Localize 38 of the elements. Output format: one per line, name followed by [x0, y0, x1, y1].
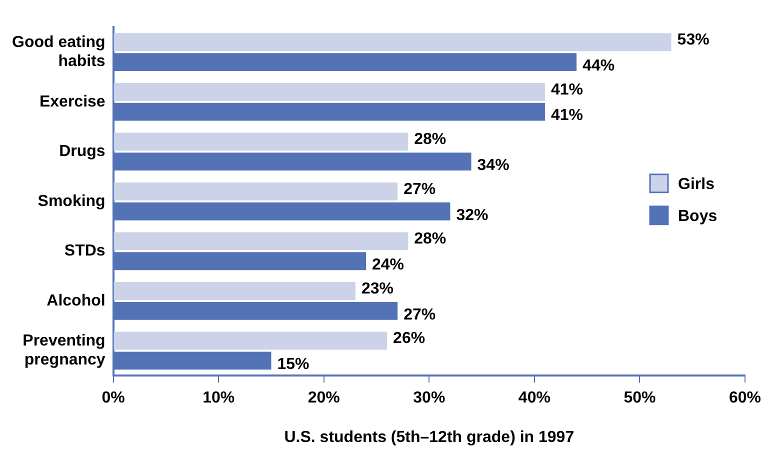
bar [114, 182, 398, 200]
y-tick-label: Preventing pregnancy [22, 332, 106, 369]
bar [114, 232, 408, 250]
data-label: 28% [414, 131, 446, 148]
x-tick-label: 10% [202, 390, 235, 407]
data-label: 44% [582, 57, 615, 74]
x-tick-label: 0% [102, 390, 125, 407]
x-tick-label: 20% [308, 390, 340, 407]
x-tick-label: 40% [518, 390, 550, 407]
data-label: 27% [404, 306, 436, 324]
data-label: 34% [477, 156, 510, 174]
data-label: 26% [393, 330, 426, 348]
bar [114, 132, 408, 151]
data-label: 23% [361, 280, 394, 298]
data-label: 27% [404, 180, 436, 198]
x-tick-label: 50% [624, 390, 656, 407]
bar [114, 282, 356, 300]
y-tick-label: Alcohol [46, 292, 106, 310]
data-label: 41% [550, 81, 583, 98]
data-label: 24% [372, 256, 404, 274]
data-label: 15% [277, 356, 310, 374]
x-axis-title: U.S. students (5th–12th grade) in 1997 [284, 428, 574, 446]
y-tick-label: Drugs [59, 143, 106, 160]
y-tick-label: Smoking [38, 192, 106, 210]
data-label: 53% [677, 32, 710, 49]
x-tick-label: 60% [728, 390, 762, 407]
y-tick-label: Good eating habits [12, 34, 106, 70]
bar [114, 332, 388, 350]
data-label: 28% [414, 230, 446, 248]
legend-label: Girls [678, 176, 715, 193]
data-label: 41% [550, 107, 583, 124]
legend-label: Boys [678, 208, 718, 225]
y-tick-label: STDs [64, 242, 106, 260]
bar [114, 33, 672, 52]
data-label: 32% [456, 206, 488, 224]
bar [114, 82, 545, 101]
y-tick-label: Exercise [39, 93, 106, 110]
x-tick-label: 30% [413, 390, 446, 407]
